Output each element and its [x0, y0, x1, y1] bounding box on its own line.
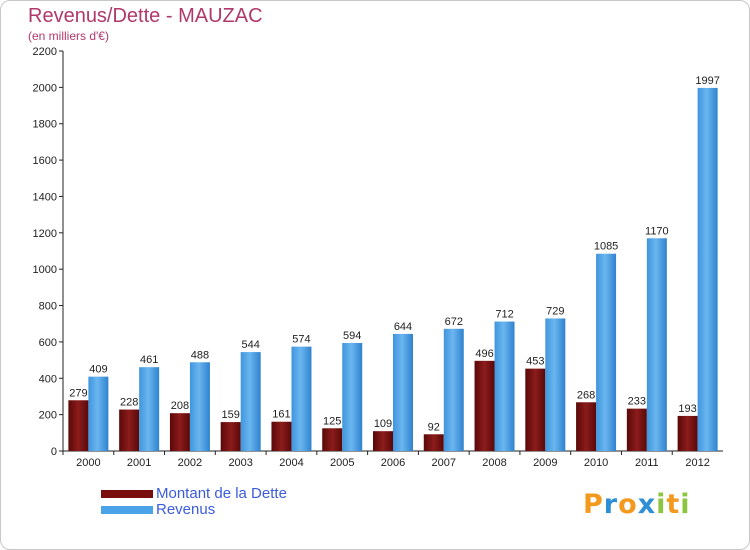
- bar-revenus: [646, 238, 667, 451]
- bar-revenus: [393, 333, 413, 451]
- data-label-dette: 125: [323, 415, 341, 427]
- data-label-revenus: 544: [242, 339, 260, 351]
- y-tick-label: 0: [51, 446, 57, 458]
- data-label-dette: 92: [428, 421, 440, 433]
- x-tick-label: 2011: [635, 457, 659, 469]
- bar-revenus: [139, 367, 160, 451]
- y-tick-label: 1600: [33, 155, 57, 167]
- legend-swatch-dette: [101, 490, 153, 498]
- bar-dette: [525, 368, 546, 451]
- data-label-revenus: 488: [191, 349, 209, 361]
- bar-revenus: [494, 321, 515, 451]
- data-label-dette: 208: [171, 400, 189, 412]
- bar-revenus: [240, 352, 261, 451]
- legend-swatch-revenus: [101, 506, 153, 514]
- bar-revenus: [291, 346, 312, 451]
- x-tick-label: 2009: [533, 457, 557, 469]
- logo-letter: i: [680, 489, 691, 520]
- legend-label-revenus: Revenus: [156, 501, 216, 518]
- data-label-dette: 109: [374, 418, 392, 430]
- bar-dette: [576, 402, 597, 451]
- bar-dette: [322, 428, 343, 451]
- bar-dette: [119, 409, 140, 451]
- x-tick-label: 2005: [330, 457, 354, 469]
- y-tick-label: 2200: [33, 46, 57, 58]
- data-label-dette: 268: [577, 389, 595, 401]
- y-tick-label: 2000: [33, 82, 57, 94]
- bar-dette: [220, 422, 241, 451]
- data-label-dette: 161: [272, 409, 290, 421]
- bar-dette: [474, 360, 495, 451]
- data-label-revenus: 1170: [645, 225, 669, 237]
- x-tick-label: 2000: [76, 457, 100, 469]
- y-tick-label: 1800: [33, 119, 57, 131]
- bar-revenus: [189, 362, 210, 451]
- data-label-dette: 279: [69, 387, 87, 399]
- bar-revenus: [596, 253, 617, 451]
- y-tick-label: 1400: [33, 191, 57, 203]
- data-label-dette: 193: [678, 403, 696, 415]
- x-tick-label: 2001: [127, 457, 151, 469]
- bar-revenus: [88, 376, 109, 451]
- y-tick-label: 600: [39, 337, 57, 349]
- bar-dette: [626, 408, 647, 451]
- proxiti-logo: Proxiti: [583, 489, 691, 520]
- x-tick-label: 2007: [432, 457, 456, 469]
- x-tick-label: 2006: [381, 457, 405, 469]
- logo-letter: o: [618, 489, 638, 520]
- x-tick-label: 2003: [228, 457, 252, 469]
- y-tick-label: 1200: [33, 228, 57, 240]
- chart-title: Revenus/Dette - MAUZAC: [28, 5, 263, 27]
- legend-label-dette: Montant de la Dette: [156, 485, 287, 502]
- bar-revenus: [342, 343, 363, 451]
- data-label-revenus: 644: [394, 321, 412, 333]
- data-label-revenus: 409: [89, 364, 107, 376]
- data-label-dette: 496: [475, 348, 493, 360]
- bar-dette: [271, 421, 292, 451]
- logo-letter: P: [583, 489, 604, 520]
- logo-letter: r: [603, 489, 619, 520]
- logo-letter: x: [637, 489, 657, 520]
- bar-dette: [68, 400, 89, 451]
- data-label-revenus: 1997: [695, 75, 719, 87]
- y-tick-label: 1000: [33, 264, 57, 276]
- data-label-revenus: 574: [292, 334, 310, 346]
- y-tick-label: 200: [39, 410, 57, 422]
- data-label-dette: 228: [120, 397, 138, 409]
- data-label-revenus: 672: [445, 316, 463, 328]
- data-label-revenus: 712: [495, 309, 513, 321]
- data-label-dette: 453: [526, 356, 544, 368]
- x-tick-label: 2012: [685, 457, 709, 469]
- x-tick-label: 2004: [279, 457, 303, 469]
- x-tick-label: 2008: [482, 457, 506, 469]
- bar-dette: [373, 431, 393, 451]
- bar-revenus: [443, 328, 464, 451]
- bar-dette: [677, 415, 698, 451]
- y-tick-label: 800: [39, 301, 57, 313]
- x-tick-label: 2010: [584, 457, 608, 469]
- data-label-revenus: 729: [546, 305, 564, 317]
- y-tick-label: 400: [39, 373, 57, 385]
- chart-subtitle: (en milliers d'€): [28, 29, 109, 43]
- bar-dette: [423, 434, 444, 451]
- data-label-revenus: 1085: [594, 241, 618, 253]
- bar-revenus: [545, 318, 566, 451]
- logo-letter: t: [666, 489, 681, 520]
- data-label-revenus: 461: [140, 354, 158, 366]
- data-label-dette: 233: [628, 396, 646, 408]
- logo-letter: i: [656, 489, 667, 520]
- data-label-revenus: 594: [343, 330, 361, 342]
- x-tick-label: 2002: [178, 457, 202, 469]
- bar-revenus: [697, 87, 718, 451]
- data-label-dette: 159: [222, 409, 240, 421]
- bar-dette: [169, 413, 190, 451]
